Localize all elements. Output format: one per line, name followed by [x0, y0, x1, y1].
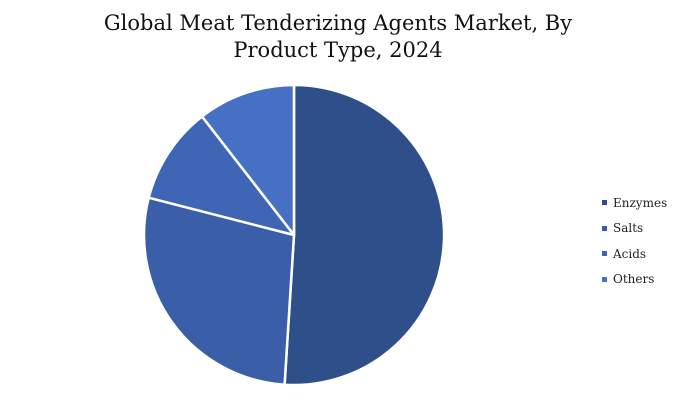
legend-swatch	[602, 200, 607, 206]
legend-label: Salts	[613, 221, 644, 236]
legend-item-salts: Salts	[602, 216, 667, 242]
pie-slice-others	[200, 83, 296, 237]
legend: Enzymes Salts Acids Others	[602, 190, 667, 292]
legend-swatch	[602, 225, 607, 231]
legend-item-others: Others	[602, 267, 667, 293]
legend-label: Enzymes	[613, 195, 668, 210]
pie-slice-enzymes	[283, 83, 446, 387]
pie-slice-acids	[147, 115, 296, 237]
chart-title-line-1: Global Meat Tenderizing Agents Market, B…	[103, 11, 573, 35]
legend-item-acids: Acids	[602, 241, 667, 267]
legend-label: Acids	[613, 246, 647, 261]
pie-slice-salts	[142, 196, 296, 386]
legend-swatch	[602, 276, 607, 282]
legend-item-enzymes: Enzymes	[602, 190, 667, 216]
legend-swatch	[602, 251, 607, 257]
chart-title: Global Meat Tenderizing Agents Market, B…	[0, 10, 676, 64]
legend-label: Others	[613, 272, 655, 287]
chart-title-line-2: Product Type, 2024	[233, 38, 443, 62]
